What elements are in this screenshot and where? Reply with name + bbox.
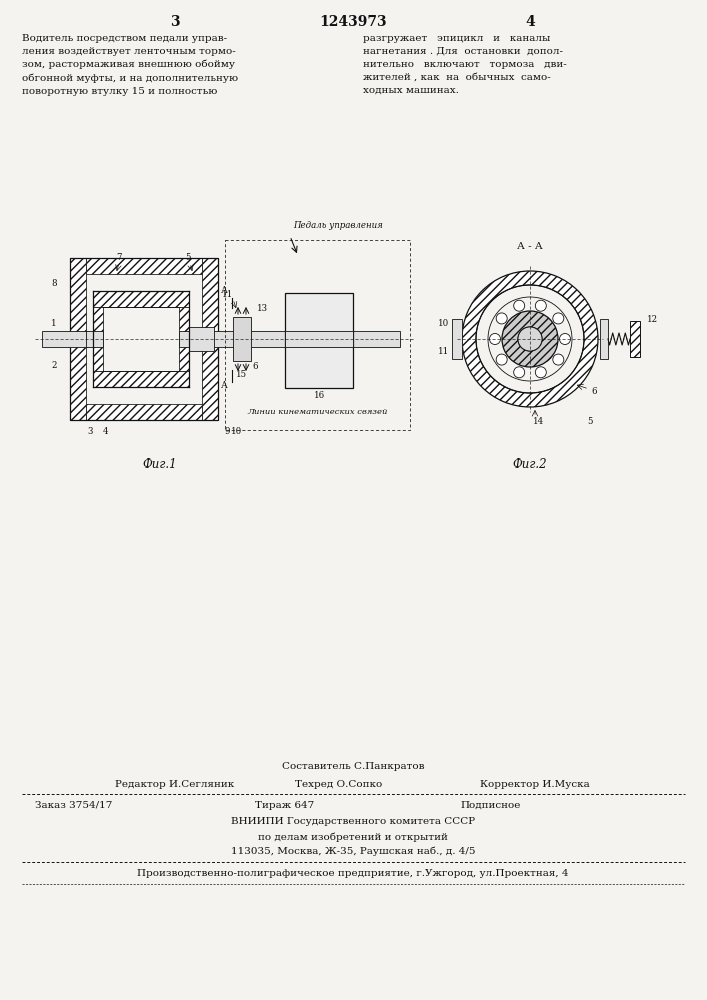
Bar — [93, 307, 103, 371]
Text: А - А: А - А — [517, 242, 543, 251]
Text: Фиг.1: Фиг.1 — [143, 458, 177, 471]
Text: Фиг.2: Фиг.2 — [513, 458, 547, 471]
Circle shape — [518, 327, 542, 351]
Bar — [452, 319, 462, 359]
Text: 5: 5 — [185, 253, 191, 262]
Text: 2: 2 — [51, 361, 57, 370]
Circle shape — [535, 300, 547, 311]
Bar — [189, 327, 214, 351]
Text: 8: 8 — [51, 279, 57, 288]
Bar — [285, 331, 353, 347]
Text: 15: 15 — [235, 370, 247, 379]
Text: 13: 13 — [257, 304, 268, 313]
Bar — [93, 291, 189, 307]
Text: Педаль управления: Педаль управления — [293, 221, 383, 230]
Bar — [630, 321, 640, 357]
Circle shape — [514, 300, 525, 311]
Bar — [70, 258, 218, 420]
Bar — [86, 404, 202, 420]
Bar — [285, 293, 353, 388]
Bar — [70, 258, 86, 420]
Text: А: А — [221, 286, 228, 295]
Text: 1: 1 — [51, 319, 57, 328]
Bar — [179, 331, 400, 347]
Text: 3: 3 — [87, 427, 93, 436]
Text: 11: 11 — [223, 290, 233, 299]
Circle shape — [514, 367, 525, 378]
Text: 3: 3 — [170, 15, 180, 29]
Text: 4: 4 — [103, 427, 109, 436]
Text: 12: 12 — [646, 314, 658, 324]
Text: А: А — [221, 381, 228, 390]
Circle shape — [489, 334, 501, 344]
Text: Линии кинематических связей: Линии кинематических связей — [247, 408, 387, 416]
Text: Водитель посредством педали управ-
ления воздействует ленточным тормо-
зом, раст: Водитель посредством педали управ- ления… — [22, 34, 238, 96]
Text: Заказ 3754/17: Заказ 3754/17 — [35, 801, 112, 810]
Text: 10: 10 — [231, 427, 243, 436]
Text: 9: 9 — [224, 427, 230, 436]
Bar — [233, 317, 251, 361]
Text: 7: 7 — [116, 253, 122, 262]
Text: 11: 11 — [438, 347, 450, 356]
Text: Подписное: Подписное — [460, 801, 520, 810]
Text: 10: 10 — [438, 318, 450, 328]
Text: ВНИИПИ Государственного комитета СССР: ВНИИПИ Государственного комитета СССР — [231, 817, 475, 826]
Text: 14: 14 — [532, 416, 544, 426]
Text: 1243973: 1243973 — [319, 15, 387, 29]
Circle shape — [496, 354, 507, 365]
Text: Тираж 647: Тираж 647 — [255, 801, 314, 810]
Bar — [600, 319, 608, 359]
Text: Производственно-полиграфическое предприятие, г.Ужгород, ул.Проектная, 4: Производственно-полиграфическое предприя… — [137, 869, 568, 878]
Text: 16: 16 — [313, 391, 325, 400]
Text: 6: 6 — [252, 362, 258, 371]
Text: 6: 6 — [591, 386, 597, 395]
Circle shape — [496, 313, 507, 324]
Text: 4: 4 — [525, 15, 535, 29]
Text: Редактор И.Сегляник: Редактор И.Сегляник — [115, 780, 234, 789]
Text: 113035, Москва, Ж-35, Раушская наб., д. 4/5: 113035, Москва, Ж-35, Раушская наб., д. … — [230, 847, 475, 856]
Circle shape — [535, 367, 547, 378]
Text: разгружает   эпицикл   и   каналы
нагнетания . Для  остановки  допол-
нительно  : разгружает эпицикл и каналы нагнетания .… — [363, 34, 567, 94]
Bar — [93, 371, 189, 387]
Circle shape — [559, 334, 571, 344]
Text: Составитель С.Панкратов: Составитель С.Панкратов — [282, 762, 424, 771]
Circle shape — [553, 354, 563, 365]
Bar — [202, 258, 218, 420]
Bar — [179, 307, 189, 371]
Bar — [86, 331, 103, 347]
Text: 5: 5 — [588, 416, 592, 426]
Bar — [42, 331, 88, 347]
Text: Корректор И.Муска: Корректор И.Муска — [480, 780, 590, 789]
Text: по делам изобретений и открытий: по делам изобретений и открытий — [258, 832, 448, 842]
Circle shape — [553, 313, 563, 324]
Bar — [86, 258, 202, 274]
Text: Техред О.Сопко: Техред О.Сопко — [295, 780, 382, 789]
